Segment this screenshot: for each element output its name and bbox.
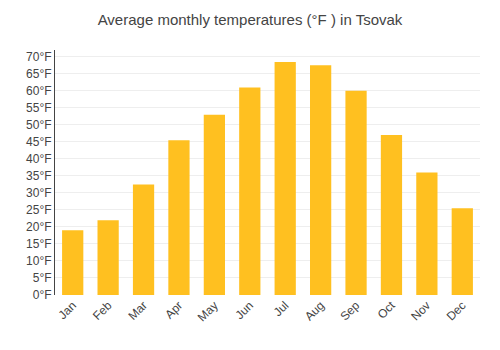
svg-text:10°F: 10°F (26, 254, 51, 268)
svg-text:Jul: Jul (271, 298, 292, 319)
svg-text:Nov: Nov (408, 298, 433, 323)
svg-text:30°F: 30°F (26, 186, 51, 200)
svg-text:70°F: 70°F (26, 50, 51, 64)
svg-text:65°F: 65°F (26, 67, 51, 81)
svg-text:Oct: Oct (375, 298, 399, 322)
svg-text:35°F: 35°F (26, 169, 51, 183)
svg-text:40°F: 40°F (26, 152, 51, 166)
svg-text:May: May (195, 298, 221, 324)
svg-text:Average monthly temperatures (: Average monthly temperatures (°F ) in Ts… (98, 11, 403, 28)
svg-text:60°F: 60°F (26, 84, 51, 98)
svg-text:50°F: 50°F (26, 118, 51, 132)
svg-text:15°F: 15°F (26, 237, 51, 251)
svg-text:0°F: 0°F (33, 288, 52, 302)
svg-text:Jun: Jun (233, 298, 257, 322)
svg-text:5°F: 5°F (33, 271, 52, 285)
svg-text:20°F: 20°F (26, 220, 51, 234)
svg-text:Aug: Aug (302, 298, 327, 323)
svg-text:Sep: Sep (337, 298, 362, 323)
svg-text:Dec: Dec (444, 298, 469, 323)
svg-text:Feb: Feb (90, 298, 115, 323)
svg-text:55°F: 55°F (26, 101, 51, 115)
svg-text:25°F: 25°F (26, 203, 51, 217)
svg-text:Jan: Jan (55, 298, 79, 322)
svg-text:45°F: 45°F (26, 135, 51, 149)
svg-text:Mar: Mar (125, 298, 150, 323)
svg-text:Apr: Apr (162, 298, 185, 321)
